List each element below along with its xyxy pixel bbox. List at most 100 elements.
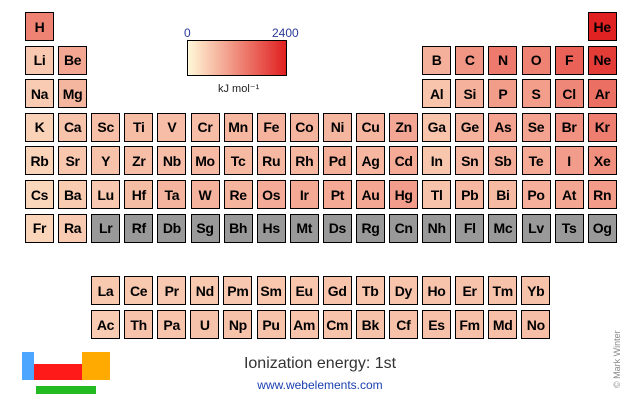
element-fl[interactable]: Fl	[455, 213, 485, 243]
element-ba[interactable]: Ba	[58, 180, 88, 209]
element-zn[interactable]: Zn	[389, 112, 419, 142]
element-md[interactable]: Md	[488, 310, 518, 339]
element-ts[interactable]: Ts	[554, 213, 584, 243]
element-pr[interactable]: Pr	[157, 276, 187, 305]
element-pm[interactable]: Pm	[223, 276, 253, 305]
element-li[interactable]: Li	[25, 45, 54, 75]
element-v[interactable]: V	[157, 112, 187, 142]
element-og[interactable]: Og	[587, 213, 617, 243]
element-eu[interactable]: Eu	[289, 276, 319, 305]
element-br[interactable]: Br	[554, 112, 584, 142]
element-b[interactable]: B	[422, 45, 452, 75]
element-sn[interactable]: Sn	[455, 146, 485, 176]
element-la[interactable]: La	[91, 276, 120, 305]
element-y[interactable]: Y	[91, 146, 121, 176]
element-tb[interactable]: Tb	[355, 276, 385, 305]
element-cs[interactable]: Cs	[25, 180, 54, 209]
element-nh[interactable]: Nh	[422, 213, 452, 243]
element-cu[interactable]: Cu	[356, 112, 385, 142]
element-i[interactable]: I	[554, 146, 584, 176]
element-ni[interactable]: Ni	[322, 112, 352, 142]
element-as[interactable]: As	[488, 112, 518, 142]
element-ds[interactable]: Ds	[322, 213, 352, 243]
element-os[interactable]: Os	[256, 180, 286, 209]
element-tm[interactable]: Tm	[488, 276, 518, 305]
element-mo[interactable]: Mo	[190, 146, 220, 176]
element-hs[interactable]: Hs	[256, 213, 286, 243]
element-ho[interactable]: Ho	[422, 276, 451, 305]
element-po[interactable]: Po	[521, 180, 551, 209]
element-f[interactable]: F	[554, 45, 584, 75]
element-au[interactable]: Au	[356, 180, 385, 209]
element-te[interactable]: Te	[521, 146, 551, 176]
element-es[interactable]: Es	[422, 310, 451, 339]
element-ne[interactable]: Ne	[587, 45, 617, 75]
element-w[interactable]: W	[190, 180, 220, 209]
element-cn[interactable]: Cn	[389, 213, 419, 243]
element-na[interactable]: Na	[25, 79, 54, 109]
element-p[interactable]: P	[488, 79, 518, 109]
element-gd[interactable]: Gd	[322, 276, 352, 305]
element-pd[interactable]: Pd	[322, 146, 352, 176]
element-n[interactable]: N	[488, 45, 518, 75]
element-rb[interactable]: Rb	[25, 146, 54, 176]
element-cd[interactable]: Cd	[389, 146, 419, 176]
element-ru[interactable]: Ru	[256, 146, 286, 176]
element-er[interactable]: Er	[455, 276, 485, 305]
element-nd[interactable]: Nd	[190, 276, 220, 305]
element-lv[interactable]: Lv	[521, 213, 551, 243]
element-cr[interactable]: Cr	[190, 112, 220, 142]
element-cm[interactable]: Cm	[322, 310, 352, 339]
element-bh[interactable]: Bh	[223, 213, 253, 243]
element-in[interactable]: In	[422, 146, 452, 176]
element-lr[interactable]: Lr	[91, 213, 121, 243]
element-sb[interactable]: Sb	[488, 146, 518, 176]
element-bk[interactable]: Bk	[355, 310, 385, 339]
element-fe[interactable]: Fe	[256, 112, 286, 142]
element-u[interactable]: U	[190, 310, 220, 339]
element-rg[interactable]: Rg	[356, 213, 385, 243]
element-sm[interactable]: Sm	[256, 276, 286, 305]
element-sr[interactable]: Sr	[58, 146, 88, 176]
element-ge[interactable]: Ge	[455, 112, 485, 142]
element-be[interactable]: Be	[58, 45, 88, 75]
element-ga[interactable]: Ga	[422, 112, 452, 142]
element-pt[interactable]: Pt	[322, 180, 352, 209]
element-db[interactable]: Db	[157, 213, 187, 243]
element-se[interactable]: Se	[521, 112, 551, 142]
element-al[interactable]: Al	[422, 79, 452, 109]
element-ra[interactable]: Ra	[58, 213, 88, 243]
element-he[interactable]: He	[587, 12, 617, 41]
element-xe[interactable]: Xe	[587, 146, 617, 176]
element-rf[interactable]: Rf	[124, 213, 154, 243]
element-tc[interactable]: Tc	[223, 146, 253, 176]
element-ac[interactable]: Ac	[91, 310, 120, 339]
element-pb[interactable]: Pb	[455, 180, 485, 209]
element-dy[interactable]: Dy	[388, 276, 418, 305]
element-fr[interactable]: Fr	[25, 213, 54, 243]
element-ca[interactable]: Ca	[58, 112, 88, 142]
website-link[interactable]: www.webelements.com	[257, 378, 383, 392]
element-h[interactable]: H	[25, 12, 54, 41]
element-ti[interactable]: Ti	[124, 112, 154, 142]
element-k[interactable]: K	[25, 112, 54, 142]
element-hg[interactable]: Hg	[389, 180, 419, 209]
element-am[interactable]: Am	[289, 310, 319, 339]
element-pa[interactable]: Pa	[157, 310, 187, 339]
element-fm[interactable]: Fm	[455, 310, 485, 339]
element-nb[interactable]: Nb	[157, 146, 187, 176]
element-ce[interactable]: Ce	[124, 276, 154, 305]
element-th[interactable]: Th	[124, 310, 154, 339]
element-rn[interactable]: Rn	[587, 180, 617, 209]
element-at[interactable]: At	[554, 180, 584, 209]
element-zr[interactable]: Zr	[124, 146, 154, 176]
element-cf[interactable]: Cf	[388, 310, 418, 339]
element-no[interactable]: No	[521, 310, 551, 339]
element-re[interactable]: Re	[223, 180, 253, 209]
element-rh[interactable]: Rh	[289, 146, 319, 176]
element-pu[interactable]: Pu	[256, 310, 286, 339]
element-hf[interactable]: Hf	[124, 180, 154, 209]
element-mc[interactable]: Mc	[488, 213, 518, 243]
element-mn[interactable]: Mn	[223, 112, 253, 142]
element-c[interactable]: C	[455, 45, 485, 75]
